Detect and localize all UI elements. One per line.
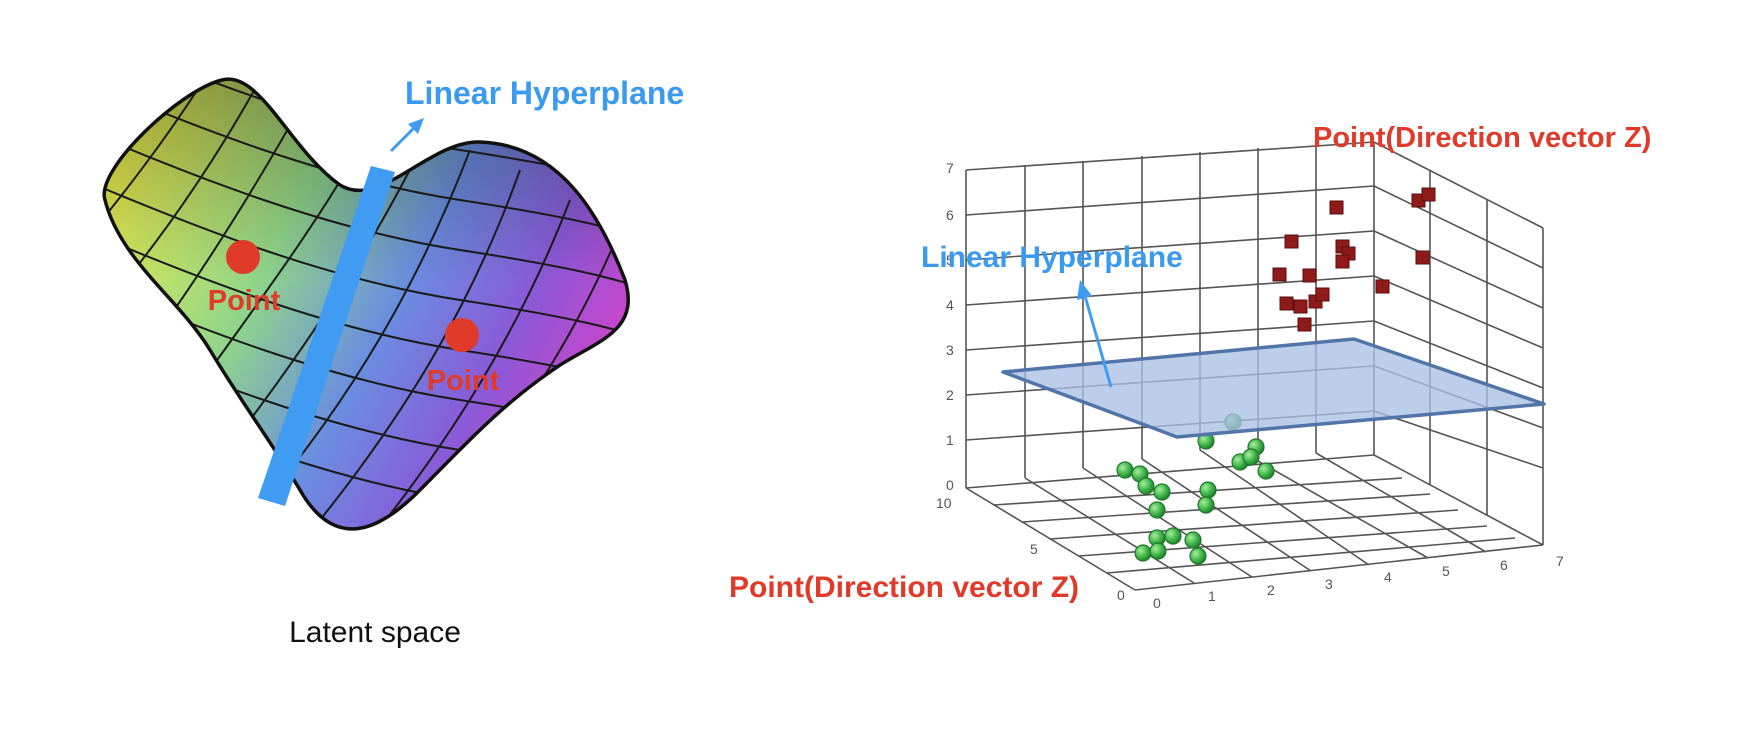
green-point [1148,501,1166,519]
linear-hyperplane-bar [258,166,395,506]
x-tick: 0 [1153,595,1161,611]
z-tick: 5 [946,252,954,268]
left-point-2-label: Point [427,365,500,397]
red-points [1272,187,1436,332]
left-point-1 [226,240,260,274]
left-hyperplane-label: Linear Hyperplane [405,75,684,111]
x-tick: 7 [1556,553,1564,569]
x-tick: 6 [1500,557,1508,573]
red-point [1421,187,1436,202]
red-point [1272,267,1287,282]
red-point [1329,200,1344,215]
hyperplane-arrow [389,118,424,153]
z-tick: 3 [946,342,954,358]
top-point-label: Point(Direction vector Z) [1313,122,1651,154]
green-point [1242,448,1260,466]
x-axis-ticks: 0 1 2 3 4 5 6 7 [1153,553,1564,611]
x-tick: 2 [1267,582,1275,598]
z-tick: 6 [946,207,954,223]
red-point [1293,299,1308,314]
y-tick: 0 [1117,587,1125,603]
y-axis-ticks: 10 5 0 [936,495,1125,603]
green-point [1149,542,1167,560]
y-tick: 5 [1030,541,1038,557]
x-tick: 5 [1442,563,1450,579]
separating-hyperplane [1001,337,1546,439]
red-point [1335,254,1350,269]
latent-space-figure: Linear Hyperplane Point Point Latent spa… [102,75,684,649]
plot-grid [965,141,1544,591]
red-point [1297,317,1312,332]
x-tick: 4 [1384,569,1392,585]
bottom-point-label: Point(Direction vector Z) [729,571,1079,604]
green-point [1164,527,1182,545]
x-tick: 1 [1208,588,1216,604]
y-tick: 10 [936,495,952,511]
green-point [1134,544,1152,562]
green-points [1116,413,1275,565]
green-point [1257,462,1275,480]
z-tick: 4 [946,297,954,313]
z-tick: 7 [946,160,954,176]
right-hyperplane-label: Linear Hyperplane [921,241,1183,274]
3d-plot-figure: 0 1 2 3 4 5 6 7 0 1 2 3 4 5 6 7 10 5 0 [729,122,1651,611]
red-point [1284,234,1299,249]
green-point [1153,483,1171,501]
red-point [1375,279,1390,294]
green-point [1199,481,1217,499]
green-point [1137,477,1155,495]
z-tick: 2 [946,387,954,403]
latent-space-caption: Latent space [289,616,461,649]
red-point [1415,250,1430,265]
left-point-2 [445,318,479,352]
z-axis-ticks: 0 1 2 3 4 5 6 7 [946,160,954,493]
plane-arrow [1077,280,1113,388]
green-point [1184,531,1202,549]
green-point [1197,496,1215,514]
red-point [1279,296,1294,311]
z-tick: 1 [946,432,954,448]
green-point [1189,547,1207,565]
left-point-1-label: Point [208,285,281,317]
z-tick: 0 [946,477,954,493]
red-point [1315,287,1330,302]
red-point [1302,268,1317,283]
x-tick: 3 [1325,576,1333,592]
green-point [1116,461,1134,479]
